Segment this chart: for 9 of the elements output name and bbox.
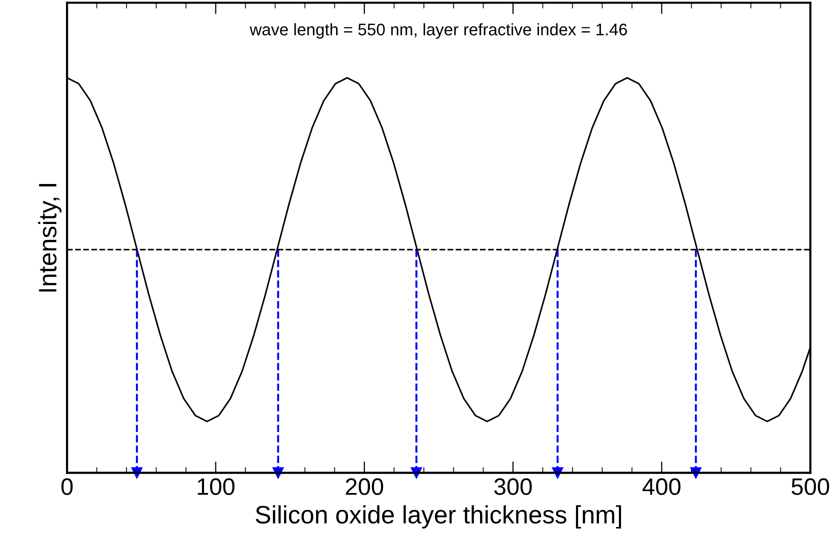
x-tick-label: 100 — [198, 478, 234, 496]
y-axis-title: Intensity, I — [38, 184, 62, 292]
x-tick-label: 200 — [346, 478, 384, 496]
x-tick-label: 0 — [61, 478, 73, 496]
text: wave length = 550 nm, layer refractive index = 1.46 — [250, 23, 627, 39]
x-axis-title: Silicon oxide layer thickness [nm] — [256, 505, 622, 529]
x-tick-label: 300 — [494, 478, 532, 496]
x-tick-label: 400 — [642, 478, 680, 496]
x-tick-label: 500 — [792, 478, 830, 496]
